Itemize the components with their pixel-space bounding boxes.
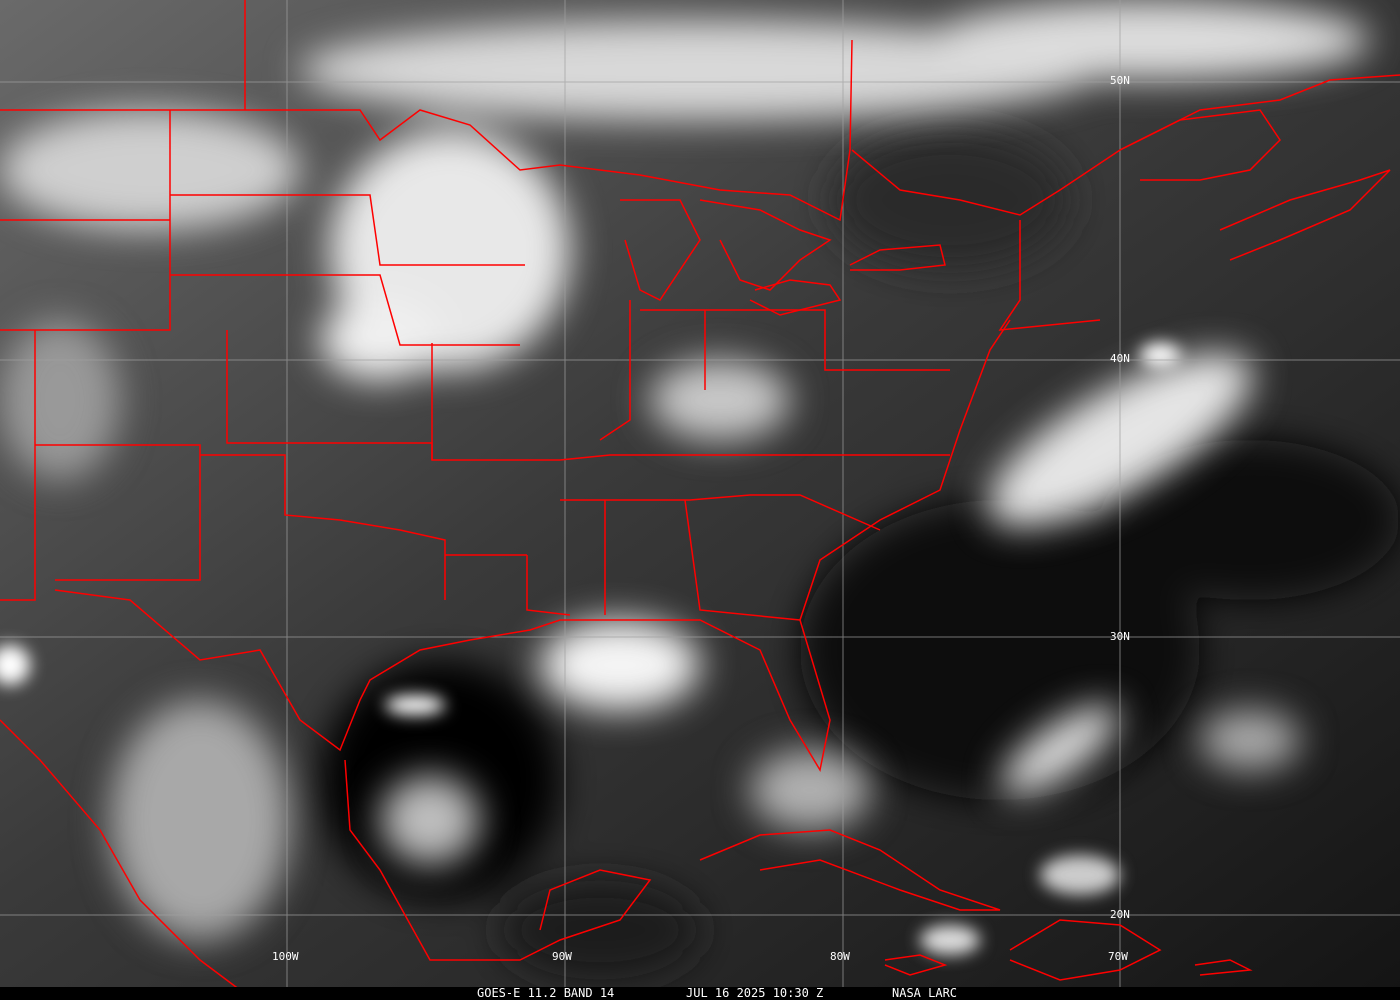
latitude-label-30n: 30N xyxy=(1110,630,1130,643)
longitude-label-70w: 70W xyxy=(1108,950,1128,963)
longitude-label-100w: 100W xyxy=(272,950,299,963)
image-caption-bar: GOES-E 11.2 BAND 14 JUL 16 2025 10:30 Z … xyxy=(0,987,1400,1000)
longitude-label-80w: 80W xyxy=(830,950,850,963)
caption-datetime: JUL 16 2025 10:30 Z xyxy=(686,986,824,1000)
latitude-label-40n: 40N xyxy=(1110,352,1130,365)
latitude-label-20n: 20N xyxy=(1110,908,1130,921)
caption-satellite-band: GOES-E 11.2 BAND 14 xyxy=(477,986,615,1000)
small-clouds xyxy=(0,343,1180,955)
longitude-label-90w: 90W xyxy=(552,950,572,963)
latitude-label-50n: 50N xyxy=(1110,74,1130,87)
caption-source: NASA LARC xyxy=(892,986,958,1000)
